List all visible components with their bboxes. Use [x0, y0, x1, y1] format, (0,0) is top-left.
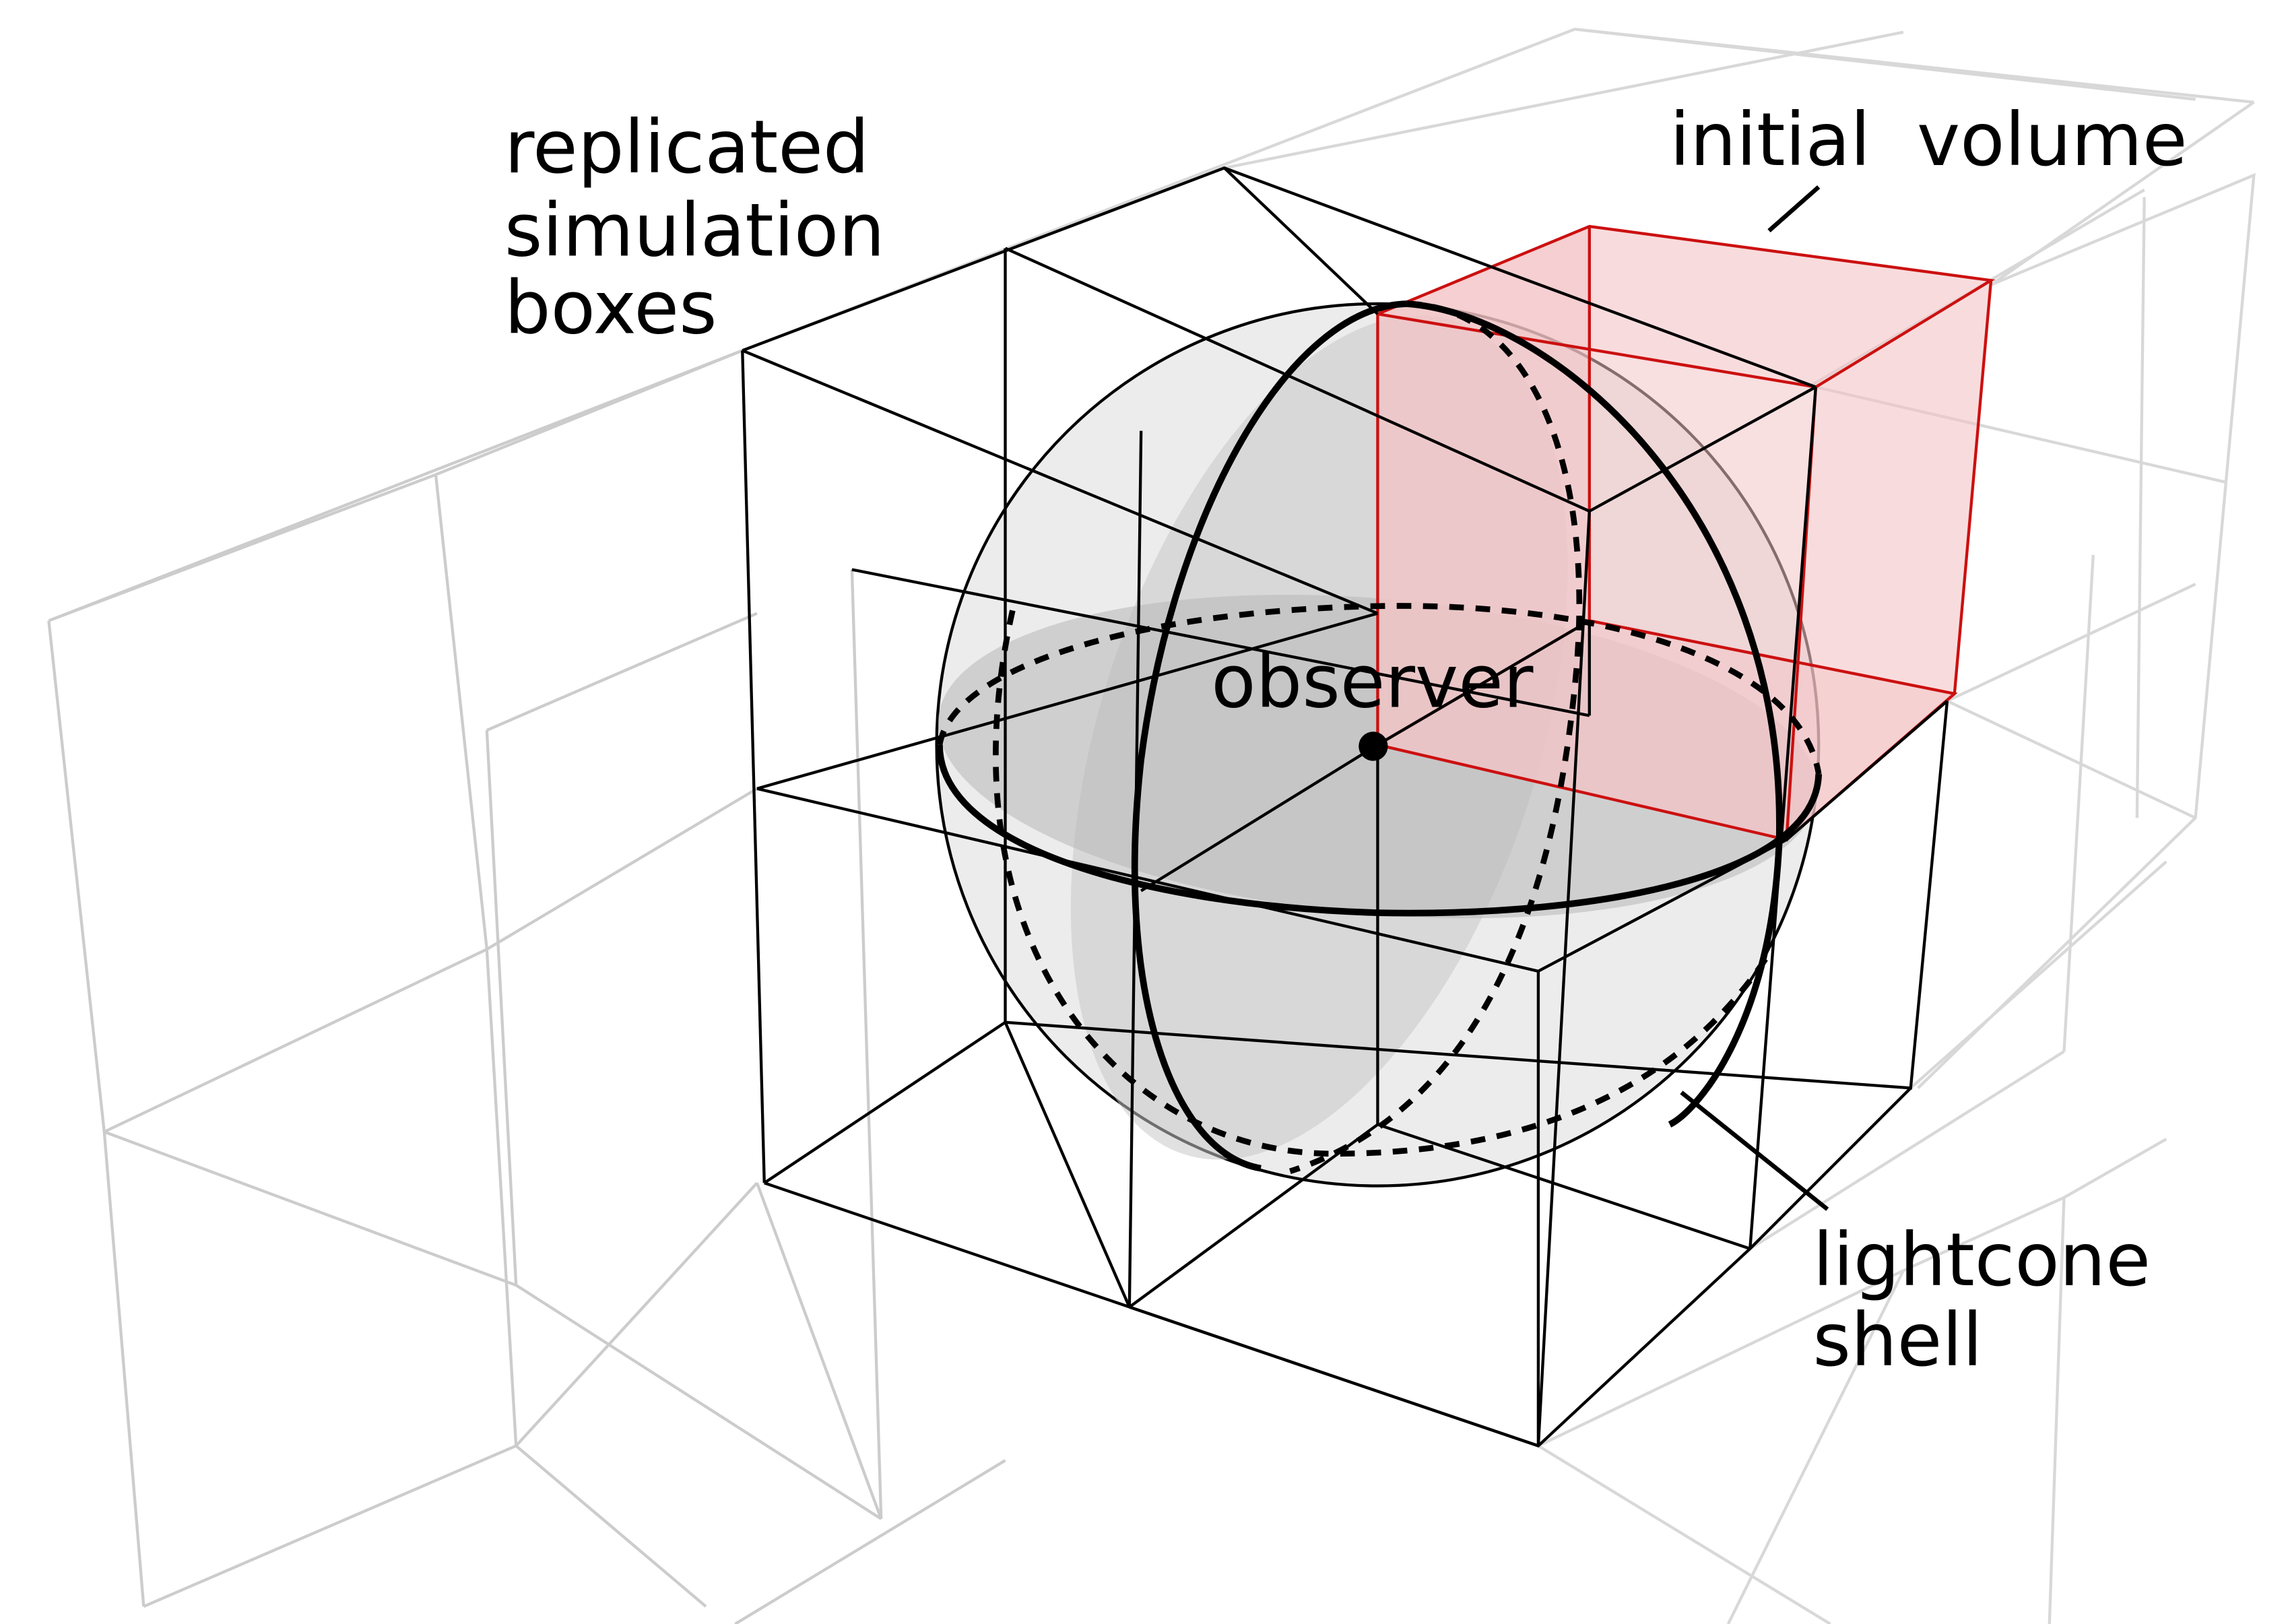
label-observer: observer [1211, 639, 1534, 724]
callout-lines [1680, 185, 1829, 1211]
lightcone-shell-callout [1680, 1091, 1829, 1211]
initial-volume-callout [1767, 185, 1821, 233]
label-replicated-line1: replicated [504, 104, 870, 190]
great-circle-front-halves [936, 300, 1823, 1172]
text-labels: replicated simulation boxes initial volu… [504, 97, 2188, 1383]
label-replicated-line3: boxes [504, 265, 717, 350]
great-circle-back-halves [936, 300, 1822, 1174]
label-initial-volume: initial volume [1670, 97, 2188, 183]
faded-replicated-boxes-left [47, 349, 1006, 1624]
observer-point [1359, 732, 1388, 761]
label-lightcone-line1: lightcone [1813, 1217, 2151, 1303]
replicated-boxes [741, 166, 1949, 1448]
label-replicated-line2: simulation [504, 187, 885, 273]
label-lightcone-line2: shell [1813, 1297, 1983, 1383]
